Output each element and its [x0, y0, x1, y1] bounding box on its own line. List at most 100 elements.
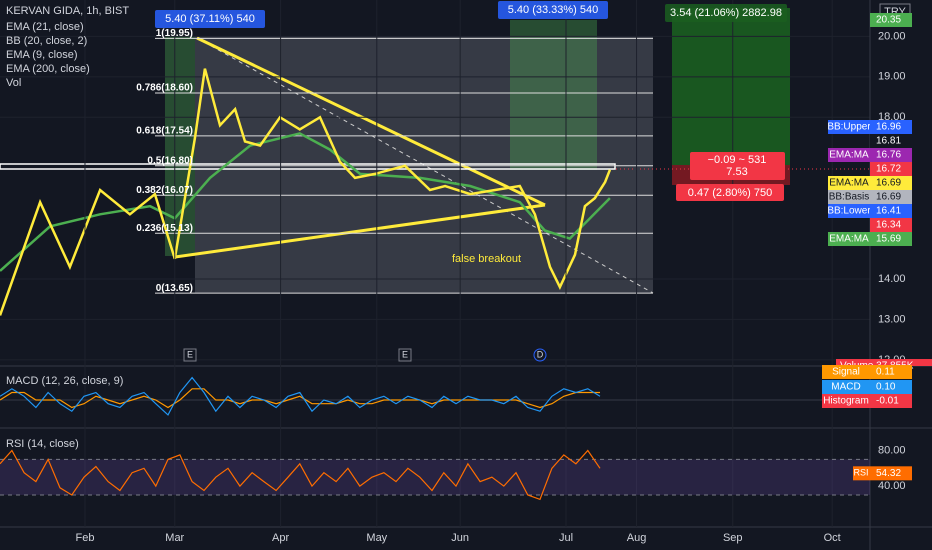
measure-label-box: [155, 10, 265, 28]
badge-value-box: [870, 218, 912, 232]
position-label: 7.53: [726, 166, 747, 178]
badge-value: 16.41: [876, 206, 901, 217]
fib-label: 0.236(15.13): [136, 223, 193, 234]
annotation: false breakout: [452, 253, 521, 265]
event-label: D: [537, 349, 544, 359]
badge-value-box: [870, 365, 912, 379]
indicator-label: BB (20, close, 2): [6, 35, 87, 47]
rsi-band: [0, 459, 870, 495]
x-tick-label: Mar: [165, 532, 184, 544]
x-tick-label: Jun: [451, 532, 469, 544]
badge-value-box: [870, 380, 912, 394]
measure-label: 5.40 (37.11%) 540: [165, 13, 255, 25]
series-line: [0, 68, 612, 316]
measure-label-box: [665, 4, 787, 22]
x-tick-label: Sep: [723, 532, 743, 544]
measure-label: 3.54 (21.06%) 2882.98: [670, 7, 782, 19]
badge-name: BB:Basis: [829, 192, 870, 203]
badge-name: BB:Upper: [827, 122, 871, 133]
badge-value: 0.11: [876, 367, 895, 378]
triangle-upper: [196, 36, 546, 207]
y-tick-label: 14.00: [878, 273, 906, 285]
event-label: E: [402, 349, 408, 359]
y-tick-label: 19.00: [878, 71, 906, 83]
badge-value-box: [870, 176, 912, 190]
position-label: −0.09 ~ 531: [708, 154, 767, 166]
indicator-label: EMA (9, close): [6, 49, 78, 61]
volume-badge: [836, 359, 932, 366]
badge-name-box: [828, 232, 870, 246]
fib-label: 0.5(16.80): [147, 155, 193, 166]
x-tick-label: Feb: [75, 532, 94, 544]
badge-value-box: [870, 120, 912, 134]
y-tick-label: 20.00: [878, 30, 906, 42]
measure-label-box: [498, 1, 608, 19]
badge-value: 0.10: [876, 382, 896, 393]
x-tick-label: May: [366, 532, 387, 544]
indicator-label: Vol: [6, 77, 21, 89]
triangle-lower: [174, 203, 546, 259]
badge-value: 16.76: [876, 150, 901, 161]
badge-name-box: [828, 176, 870, 190]
badge-name-box: [828, 204, 870, 218]
position-box: [676, 184, 784, 201]
long-profit-zone: [672, 8, 790, 165]
fib-label: 0.382(16.07): [136, 185, 193, 196]
pane-title: MACD (12, 26, close, 9): [6, 375, 123, 387]
event-marker: [398, 348, 412, 362]
badge-value-box: [870, 394, 912, 408]
badge-name: EMA:MA: [829, 234, 869, 245]
badge-name-box: [822, 380, 870, 394]
badge-value: 15.69: [876, 234, 901, 245]
position-box: [690, 152, 785, 180]
badge-value-box: [870, 466, 912, 481]
event-marker: [533, 348, 547, 362]
badge-name: Histogram: [823, 396, 869, 407]
x-tick-label: Apr: [272, 532, 289, 544]
measure-box: [165, 36, 195, 256]
event-marker: [183, 348, 197, 362]
x-tick-label: Oct: [824, 532, 841, 544]
badge-name: RSI: [853, 468, 868, 478]
badge-value-box: [870, 148, 912, 162]
x-tick-label: Jul: [559, 532, 573, 544]
indicator-label: EMA (21, close): [6, 21, 84, 33]
badge-value: -0.01: [876, 396, 899, 407]
position-label: 0.47 (2.80%) 750: [688, 187, 772, 199]
series-line: [0, 449, 601, 501]
badge-name-box: [828, 120, 870, 134]
price-level: [0, 163, 616, 170]
badge-name: EMA:MA: [829, 150, 869, 161]
badge-name: BB:Lower: [827, 206, 871, 217]
fib-label: 0(13.65): [156, 283, 193, 294]
series-line: [0, 388, 600, 409]
y-tick-label: 80.00: [878, 444, 906, 456]
indicator-label: EMA (200, close): [6, 63, 90, 75]
series-line: [0, 376, 601, 416]
badge-value: 16.72: [876, 164, 901, 175]
badge-name: MACD: [831, 382, 860, 393]
drawings: [0, 8, 870, 361]
badge-value: 20.35: [876, 15, 901, 26]
badge-value-box: [870, 13, 912, 27]
measure-box: [510, 20, 597, 170]
pane-title: RSI (14, close): [6, 438, 79, 450]
badge-name-box: [828, 190, 870, 204]
badge-name: EMA:MA: [829, 178, 869, 189]
measure-label: 5.40 (33.33%) 540: [508, 4, 599, 16]
badge-value: 16.69: [876, 192, 901, 203]
badge-name-box: [828, 148, 870, 162]
fib-label: 0.618(17.54): [136, 126, 193, 137]
series-line: [0, 132, 611, 272]
chart-title: KERVAN GIDA, 1h, BIST: [6, 5, 129, 17]
badge-name: Signal: [832, 367, 860, 378]
badge-value: 16.96: [876, 122, 901, 133]
event-label: E: [187, 349, 193, 359]
badge-value-box: [870, 232, 912, 246]
badge-name-box: [853, 466, 870, 481]
badge-value-box: [870, 190, 912, 204]
badge-name-box: [822, 394, 870, 408]
badge-value: 16.34: [876, 220, 901, 231]
x-tick-label: Aug: [627, 532, 647, 544]
